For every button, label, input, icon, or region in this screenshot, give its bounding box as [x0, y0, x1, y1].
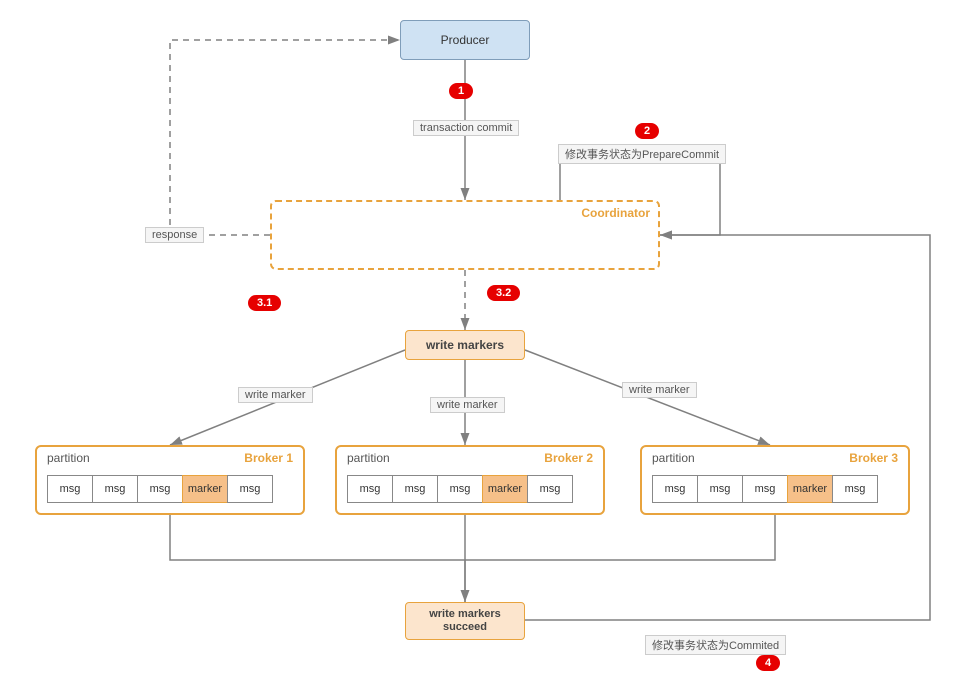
- step-badge: 3.1: [248, 295, 281, 311]
- coordinator-label: Coordinator: [581, 206, 650, 220]
- partition-cells: msgmsgmsgmarkermsg: [347, 475, 572, 503]
- edge-label: transaction commit: [413, 120, 519, 136]
- marker-cell: marker: [482, 475, 528, 503]
- step-badge: 1: [449, 83, 473, 99]
- write-markers-label: write markers: [426, 338, 504, 352]
- msg-cell: msg: [137, 475, 183, 503]
- msg-cell: msg: [392, 475, 438, 503]
- marker-cell: marker: [787, 475, 833, 503]
- partition-label: partition: [652, 451, 695, 465]
- broker-box: Broker 1partitionmsgmsgmsgmarkermsg: [35, 445, 305, 515]
- edge-label: write marker: [430, 397, 505, 413]
- msg-cell: msg: [227, 475, 273, 503]
- msg-cell: msg: [47, 475, 93, 503]
- producer-label: Producer: [441, 33, 490, 47]
- diagram-canvas: Producer Coordinator write markers write ma…: [0, 0, 956, 695]
- broker-box: Broker 3partitionmsgmsgmsgmarkermsg: [640, 445, 910, 515]
- write-markers-succeed-box: write markers succeed: [405, 602, 525, 640]
- edge-label: 修改事务状态为PrepareCommit: [558, 144, 726, 164]
- msg-cell: msg: [742, 475, 788, 503]
- write-markers-box: write markers: [405, 330, 525, 360]
- edge-label: write marker: [238, 387, 313, 403]
- marker-cell: marker: [182, 475, 228, 503]
- edge-label: response: [145, 227, 204, 243]
- step-badge: 3.2: [487, 285, 520, 301]
- partition-label: partition: [47, 451, 90, 465]
- partition-label: partition: [347, 451, 390, 465]
- step-badge: 2: [635, 123, 659, 139]
- msg-cell: msg: [652, 475, 698, 503]
- partition-cells: msgmsgmsgmarkermsg: [652, 475, 877, 503]
- msg-cell: msg: [832, 475, 878, 503]
- broker-title: Broker 1: [244, 451, 293, 465]
- edge-label: 修改事务状态为Commited: [645, 635, 786, 655]
- partition-cells: msgmsgmsgmarkermsg: [47, 475, 272, 503]
- msg-cell: msg: [347, 475, 393, 503]
- msg-cell: msg: [697, 475, 743, 503]
- write-succeed-label: write markers succeed: [429, 608, 501, 634]
- coordinator-box: Coordinator: [270, 200, 660, 270]
- broker-title: Broker 2: [544, 451, 593, 465]
- edge-label: write marker: [622, 382, 697, 398]
- broker-box: Broker 2partitionmsgmsgmsgmarkermsg: [335, 445, 605, 515]
- msg-cell: msg: [437, 475, 483, 503]
- broker-title: Broker 3: [849, 451, 898, 465]
- step-badge: 4: [756, 655, 780, 671]
- msg-cell: msg: [92, 475, 138, 503]
- msg-cell: msg: [527, 475, 573, 503]
- producer-box: Producer: [400, 20, 530, 60]
